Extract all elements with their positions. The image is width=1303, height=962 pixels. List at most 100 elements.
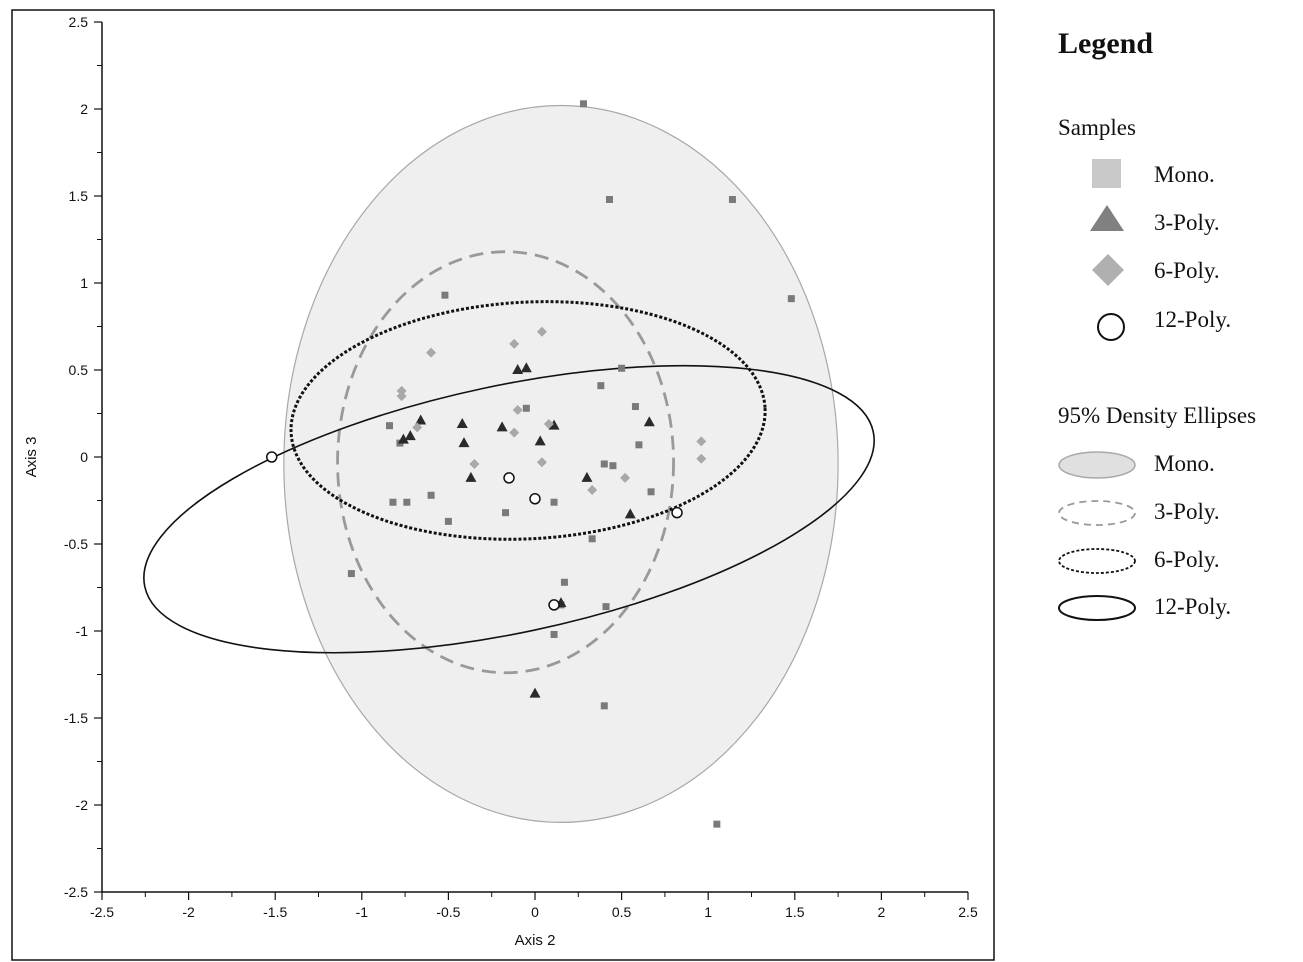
square-icon: [1092, 159, 1121, 188]
legend-ellipse-label: 6-Poly.: [1154, 547, 1220, 572]
legend-ellipse-label: 3-Poly.: [1154, 499, 1220, 524]
data-point-circle: [671, 506, 683, 519]
plot-area: [143, 100, 875, 828]
y-tick-label: -2: [76, 797, 89, 813]
data-point-square: [728, 195, 736, 203]
data-point-square: [602, 603, 610, 611]
y-tick-label: 0.5: [69, 362, 89, 378]
x-tick-label: -2.5: [90, 904, 114, 920]
y-axis-title: Axis 3: [23, 437, 40, 478]
x-tick-label: -1.5: [263, 904, 287, 920]
legend-sample-label: 6-Poly.: [1154, 258, 1220, 283]
x-tick-label: 2: [878, 904, 886, 920]
data-point-diamond: [543, 418, 554, 429]
data-point-triangle: [397, 433, 409, 444]
data-point-diamond: [509, 427, 520, 438]
x-tick-label: -1: [356, 904, 369, 920]
data-point-square: [609, 462, 617, 470]
legend-sample-label: Mono.: [1154, 162, 1215, 187]
data-point-diamond: [696, 436, 707, 447]
data-point-square: [600, 460, 608, 468]
y-tick-label: 2.5: [69, 14, 89, 30]
data-point-triangle: [581, 471, 593, 482]
density-ellipse-filled: [283, 104, 839, 823]
x-tick-label: -0.5: [436, 904, 460, 920]
data-point-triangle: [415, 414, 427, 425]
data-point-square: [550, 498, 558, 506]
data-point-square: [605, 195, 613, 203]
x-axis-title: Axis 2: [515, 932, 556, 949]
x-tick-label: 1.5: [785, 904, 805, 920]
data-point-square: [389, 498, 397, 506]
legend-title: Legend: [1058, 27, 1153, 60]
solid-ellipse-icon: [1058, 595, 1136, 621]
data-point-diamond: [426, 347, 437, 358]
data-point-circle: [265, 451, 278, 463]
data-point-circle: [529, 493, 541, 505]
data-point-triangle: [534, 435, 546, 446]
data-point-triangle: [512, 364, 524, 374]
data-point-square: [347, 570, 355, 578]
x-tick-label: 2.5: [958, 904, 978, 920]
data-point-square: [403, 498, 411, 506]
data-point-diamond: [620, 472, 631, 483]
data-point-square: [560, 578, 568, 586]
data-point-diamond: [509, 338, 520, 349]
data-point-triangle: [465, 471, 477, 482]
legend-sample-label: 12-Poly.: [1154, 307, 1231, 332]
data-point-triangle: [520, 362, 532, 373]
dotted-ellipse-icon: [1058, 548, 1136, 574]
x-tick-label: -2: [182, 904, 195, 920]
y-tick-label: -1.5: [64, 710, 88, 726]
legend-ellipses-heading: 95% Density Ellipses: [1058, 403, 1256, 428]
x-tick-label: 0: [531, 904, 539, 920]
legend-ellipse-label: Mono.: [1154, 451, 1215, 476]
data-point-triangle: [458, 437, 470, 448]
y-tick-label: 2: [80, 101, 88, 117]
data-point-triangle: [548, 419, 560, 430]
data-point-square: [618, 364, 626, 372]
data-point-square: [787, 295, 795, 303]
x-tick-label: 0.5: [612, 904, 632, 920]
data-point-square: [713, 820, 721, 828]
density-ellipse-dashed: [336, 250, 675, 675]
data-point-triangle: [404, 430, 416, 441]
data-point-square: [631, 403, 639, 411]
legend: Legend Samples Mono. 3-Poly. 6-Poly. 12-…: [1058, 27, 1256, 621]
data-point-diamond: [469, 458, 480, 469]
data-point-diamond: [536, 326, 547, 337]
density-ellipse-dotted: [289, 300, 767, 541]
y-tick-label: 1: [80, 275, 88, 291]
data-point-diamond: [396, 391, 407, 402]
data-point-diamond: [536, 457, 547, 468]
data-point-diamond: [696, 453, 707, 464]
data-point-diamond: [396, 385, 407, 396]
circle-icon: [1097, 313, 1125, 341]
data-point-square: [588, 535, 596, 543]
y-tick-label: -2.5: [64, 884, 88, 900]
y-tick-label: -0.5: [64, 536, 88, 552]
filled-ellipse-icon: [1058, 451, 1136, 479]
legend-ellipse-label: 12-Poly.: [1154, 594, 1231, 619]
data-point-diamond: [512, 405, 523, 416]
data-point-circle: [548, 599, 560, 611]
data-point-square: [550, 630, 558, 638]
data-point-triangle: [624, 508, 636, 519]
data-point-square: [386, 422, 394, 430]
data-point-square: [647, 488, 655, 496]
data-point-square: [600, 702, 608, 710]
y-tick-label: -1: [76, 623, 89, 639]
triangle-icon: [1090, 205, 1124, 231]
data-point-square: [427, 491, 435, 499]
data-point-circle: [503, 472, 515, 484]
dashed-ellipse-icon: [1058, 500, 1136, 526]
diamond-icon: [1092, 254, 1124, 286]
y-tick-label: 0: [80, 449, 88, 465]
data-point-triangle: [643, 416, 655, 427]
data-point-triangle: [496, 421, 508, 432]
data-point-square: [597, 382, 605, 390]
data-point-diamond: [412, 422, 423, 433]
data-point-square: [441, 291, 449, 299]
data-point-square: [444, 517, 452, 525]
